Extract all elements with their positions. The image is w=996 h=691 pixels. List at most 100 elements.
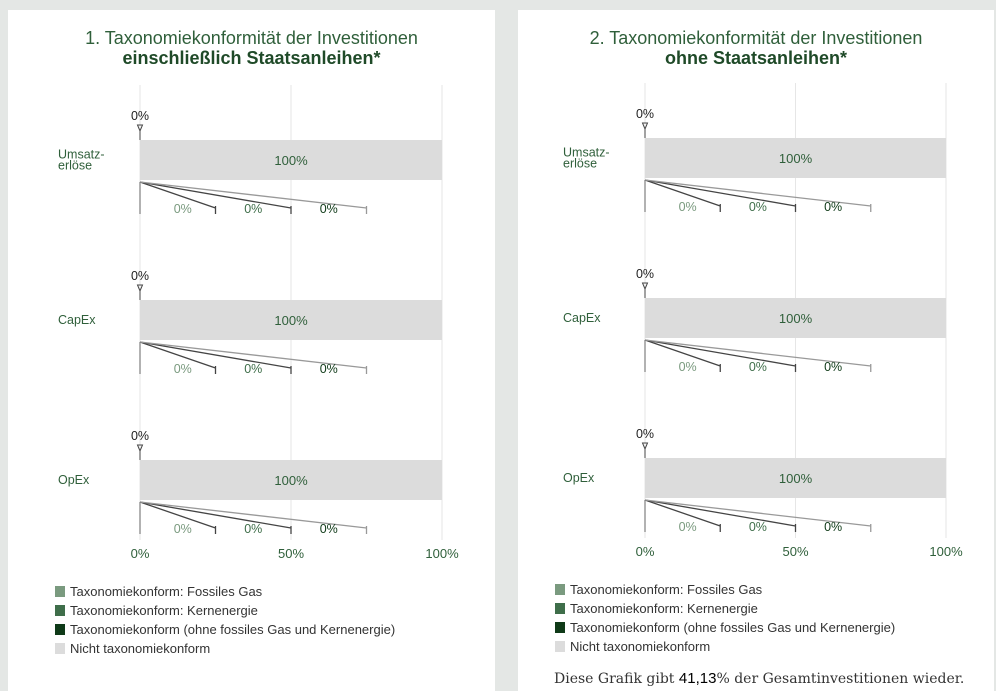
legend-item: Nicht taxonomiekonform bbox=[55, 639, 395, 658]
x-tick-label: 0% bbox=[131, 546, 150, 561]
legend-item: Taxonomiekonform: Fossiles Gas bbox=[55, 582, 395, 601]
legend-label: Nicht taxonomiekonform bbox=[570, 639, 711, 654]
breakdown-line bbox=[644, 339, 871, 367]
breakdown-value-label: 0% bbox=[244, 362, 262, 376]
footnote-prefix: Diese Grafik gibt bbox=[554, 671, 679, 687]
breakdown-value-label: 0% bbox=[320, 202, 338, 216]
breakdown-line bbox=[139, 341, 367, 369]
taxonomy-chart-1: 0% 50% 100% Umsatz-erlöse 0% 100% 0% 0% 0% CapEx 0… bbox=[58, 85, 459, 561]
chart-panel-excluding-government-bonds: 2. Taxonomiekonformität der Investitione… bbox=[518, 10, 994, 691]
legend-label: Taxonomiekonform: Fossiles Gas bbox=[570, 582, 763, 597]
legend-item: Nicht taxonomiekonform bbox=[555, 637, 895, 656]
legend-label: Nicht taxonomiekonform bbox=[70, 641, 211, 656]
breakdown-line bbox=[644, 499, 796, 527]
chart-legend: Taxonomiekonform: Fossiles Gas Taxonomiek… bbox=[555, 580, 895, 656]
aligned-marker bbox=[136, 444, 144, 453]
legend-swatch bbox=[555, 603, 565, 614]
bar-not-aligned bbox=[645, 138, 946, 178]
breakdown-line bbox=[139, 181, 216, 209]
bar-value-label: 100% bbox=[274, 313, 308, 328]
legend-item: Taxonomiekonform (ohne fossiles Gas und … bbox=[555, 618, 895, 637]
breakdown-value-label: 0% bbox=[320, 362, 338, 376]
aligned-total-label: 0% bbox=[131, 109, 149, 123]
chart-title-line2: einschließlich Staatsanleihen* bbox=[122, 48, 381, 68]
aligned-marker bbox=[136, 284, 144, 293]
bar-not-aligned bbox=[140, 460, 442, 500]
aligned-marker bbox=[641, 442, 649, 451]
breakdown-value-label: 0% bbox=[320, 522, 338, 536]
aligned-marker bbox=[641, 282, 649, 291]
x-tick-label: 0% bbox=[636, 544, 655, 559]
chart-panel-including-government-bonds: 1. Taxonomiekonformität der Investitione… bbox=[8, 10, 495, 691]
legend-swatch bbox=[55, 605, 65, 616]
breakdown-line bbox=[139, 181, 292, 209]
legend-item: Taxonomiekonform: Fossiles Gas bbox=[555, 580, 895, 599]
category-label: CapEx bbox=[563, 311, 601, 325]
breakdown-line bbox=[139, 501, 216, 529]
breakdown-value-label: 0% bbox=[679, 520, 697, 534]
aligned-marker bbox=[136, 124, 144, 133]
legend-item: Taxonomiekonform: Kernenergie bbox=[555, 599, 895, 618]
category-label: CapEx bbox=[58, 313, 96, 327]
breakdown-value-label: 0% bbox=[824, 520, 842, 534]
bar-value-label: 100% bbox=[779, 311, 813, 326]
legend-label: Taxonomiekonform (ohne fossiles Gas und … bbox=[70, 622, 396, 637]
legend-item: Taxonomiekonform: Kernenergie bbox=[55, 601, 395, 620]
breakdown-value-label: 0% bbox=[749, 520, 767, 534]
legend-swatch bbox=[555, 584, 565, 595]
breakdown-value-label: 0% bbox=[679, 360, 697, 374]
legend-swatch bbox=[55, 624, 65, 635]
bar-not-aligned bbox=[645, 298, 946, 338]
legend-swatch bbox=[555, 622, 565, 633]
category-label: Umsatz- bbox=[58, 148, 105, 162]
breakdown-line bbox=[644, 339, 721, 367]
breakdown-value-label: 0% bbox=[824, 360, 842, 374]
legend-label: Taxonomiekonform: Fossiles Gas bbox=[70, 584, 263, 599]
bar-not-aligned bbox=[140, 300, 442, 340]
x-tick-label: 50% bbox=[782, 544, 808, 559]
breakdown-line bbox=[139, 341, 292, 369]
chart-title-line2: ohne Staatsanleihen* bbox=[664, 48, 848, 68]
legend-swatch bbox=[55, 643, 65, 654]
aligned-total-label: 0% bbox=[131, 429, 149, 443]
bar-value-label: 100% bbox=[779, 151, 813, 166]
chart-title-line1: 2. Taxonomiekonformität der Investitione… bbox=[589, 28, 923, 48]
chart-title: 2. Taxonomiekonformität der Investitione… bbox=[518, 28, 994, 68]
bar-not-aligned bbox=[140, 140, 442, 180]
breakdown-value-label: 0% bbox=[174, 522, 192, 536]
bar-not-aligned bbox=[645, 458, 946, 498]
legend-label: Taxonomiekonform: Kernenergie bbox=[570, 601, 758, 616]
breakdown-value-label: 0% bbox=[244, 522, 262, 536]
taxonomy-chart-2: 0% 50% 100% Umsatz-erlöse 0% 100% 0% 0% 0% CapEx 0… bbox=[563, 83, 963, 559]
breakdown-line bbox=[139, 501, 367, 529]
breakdown-line bbox=[644, 499, 721, 527]
chart-title-line1: 1. Taxonomiekonformität der Investitione… bbox=[85, 28, 418, 48]
bar-value-label: 100% bbox=[779, 471, 813, 486]
breakdown-value-label: 0% bbox=[824, 200, 842, 214]
legend-item: Taxonomiekonform (ohne fossiles Gas und … bbox=[55, 620, 395, 639]
aligned-total-label: 0% bbox=[636, 107, 654, 121]
breakdown-line bbox=[139, 341, 216, 369]
breakdown-value-label: 0% bbox=[679, 200, 697, 214]
breakdown-line bbox=[139, 501, 292, 529]
x-tick-label: 100% bbox=[929, 544, 963, 559]
legend-label: Taxonomiekonform (ohne fossiles Gas und … bbox=[570, 620, 896, 635]
breakdown-value-label: 0% bbox=[749, 360, 767, 374]
bar-value-label: 100% bbox=[274, 153, 308, 168]
legend-swatch bbox=[555, 641, 565, 652]
chart-legend: Taxonomiekonform: Fossiles Gas Taxonomiek… bbox=[55, 582, 395, 658]
aligned-total-label: 0% bbox=[131, 269, 149, 283]
breakdown-value-label: 0% bbox=[174, 202, 192, 216]
breakdown-line bbox=[644, 179, 796, 207]
x-tick-label: 50% bbox=[278, 546, 304, 561]
category-label: erlöse bbox=[563, 157, 597, 171]
aligned-total-label: 0% bbox=[636, 427, 654, 441]
category-label: OpEx bbox=[563, 471, 595, 485]
breakdown-line bbox=[644, 179, 871, 207]
legend-swatch bbox=[55, 586, 65, 597]
bar-value-label: 100% bbox=[274, 473, 308, 488]
breakdown-line bbox=[644, 179, 721, 207]
breakdown-value-label: 0% bbox=[244, 202, 262, 216]
breakdown-line bbox=[139, 181, 367, 209]
aligned-marker bbox=[641, 122, 649, 131]
